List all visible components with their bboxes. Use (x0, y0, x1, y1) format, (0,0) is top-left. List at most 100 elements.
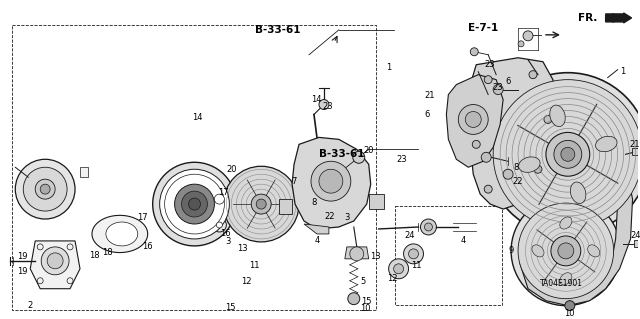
Text: 19: 19 (17, 267, 28, 276)
Bar (12, 26, 376, 310)
Text: 12: 12 (387, 274, 398, 283)
Circle shape (558, 243, 574, 259)
Circle shape (551, 236, 580, 266)
Circle shape (214, 194, 225, 204)
Text: 23: 23 (493, 83, 504, 92)
Circle shape (523, 31, 533, 41)
Text: 15: 15 (225, 303, 236, 312)
Ellipse shape (570, 182, 586, 204)
Text: 21: 21 (629, 140, 640, 149)
Text: 3: 3 (226, 237, 231, 246)
Circle shape (503, 169, 513, 179)
Text: 13: 13 (371, 252, 381, 261)
Text: 20: 20 (226, 165, 237, 174)
Text: B-33-61: B-33-61 (255, 25, 301, 35)
Ellipse shape (532, 245, 544, 257)
Circle shape (216, 222, 222, 228)
Circle shape (189, 198, 200, 210)
Text: 6: 6 (506, 77, 511, 86)
Circle shape (311, 161, 351, 201)
Ellipse shape (518, 157, 540, 172)
Polygon shape (92, 215, 148, 253)
Text: 8: 8 (311, 197, 317, 207)
Circle shape (153, 162, 236, 246)
Circle shape (554, 140, 582, 168)
Circle shape (353, 151, 365, 163)
Circle shape (408, 249, 419, 259)
Text: 17: 17 (218, 188, 228, 197)
Text: 14: 14 (310, 95, 321, 104)
Text: 24: 24 (630, 232, 640, 241)
Circle shape (319, 100, 329, 109)
Text: 23: 23 (396, 155, 407, 164)
Circle shape (493, 85, 503, 94)
Circle shape (175, 184, 214, 224)
Text: 18: 18 (88, 251, 99, 260)
Polygon shape (292, 137, 371, 229)
Text: TA04E1901: TA04E1901 (540, 279, 583, 288)
Circle shape (511, 196, 621, 306)
Circle shape (67, 244, 73, 250)
Polygon shape (369, 194, 383, 209)
Circle shape (424, 223, 433, 231)
Circle shape (47, 253, 63, 269)
Text: 9: 9 (508, 246, 514, 256)
Circle shape (518, 41, 524, 47)
Circle shape (350, 247, 364, 261)
Circle shape (534, 165, 542, 173)
Circle shape (223, 166, 299, 242)
Text: 15: 15 (362, 297, 372, 306)
Circle shape (394, 264, 404, 274)
Polygon shape (304, 224, 329, 234)
Ellipse shape (596, 136, 617, 152)
Circle shape (561, 147, 575, 161)
Polygon shape (520, 164, 632, 306)
Circle shape (529, 71, 537, 79)
Text: 10: 10 (360, 304, 371, 313)
Circle shape (319, 169, 343, 193)
Text: E-7-1: E-7-1 (468, 23, 499, 33)
Text: 8: 8 (513, 163, 519, 172)
Text: 14: 14 (192, 113, 203, 122)
Circle shape (486, 73, 640, 236)
Polygon shape (30, 241, 80, 289)
Text: 11: 11 (412, 261, 422, 270)
Text: 16: 16 (142, 242, 153, 251)
Circle shape (41, 247, 69, 275)
Circle shape (481, 152, 491, 162)
Polygon shape (279, 199, 292, 214)
Circle shape (37, 278, 43, 284)
Circle shape (211, 190, 228, 208)
Circle shape (465, 112, 481, 127)
Polygon shape (345, 247, 369, 259)
Circle shape (565, 300, 575, 311)
Text: 13: 13 (237, 244, 248, 253)
Text: 4: 4 (461, 236, 466, 245)
Text: 6: 6 (425, 110, 430, 119)
Text: 11: 11 (249, 261, 259, 270)
Circle shape (252, 194, 271, 214)
Text: 17: 17 (138, 212, 148, 221)
Polygon shape (446, 75, 503, 167)
Circle shape (470, 48, 478, 56)
Circle shape (458, 105, 488, 134)
Circle shape (37, 244, 43, 250)
Text: 18: 18 (102, 249, 113, 257)
Circle shape (35, 179, 55, 199)
Polygon shape (468, 58, 556, 209)
Polygon shape (80, 167, 88, 177)
Circle shape (388, 259, 408, 279)
Circle shape (15, 159, 75, 219)
Bar (396, 206, 502, 305)
Ellipse shape (560, 273, 572, 285)
Circle shape (546, 132, 589, 176)
Text: 3: 3 (344, 212, 349, 221)
Polygon shape (106, 222, 138, 246)
Text: 22: 22 (324, 211, 335, 220)
Text: 19: 19 (17, 252, 28, 261)
Text: 20: 20 (364, 146, 374, 155)
Text: 7: 7 (291, 177, 297, 186)
Ellipse shape (588, 245, 600, 257)
Text: 2: 2 (28, 301, 33, 310)
Circle shape (67, 278, 73, 284)
